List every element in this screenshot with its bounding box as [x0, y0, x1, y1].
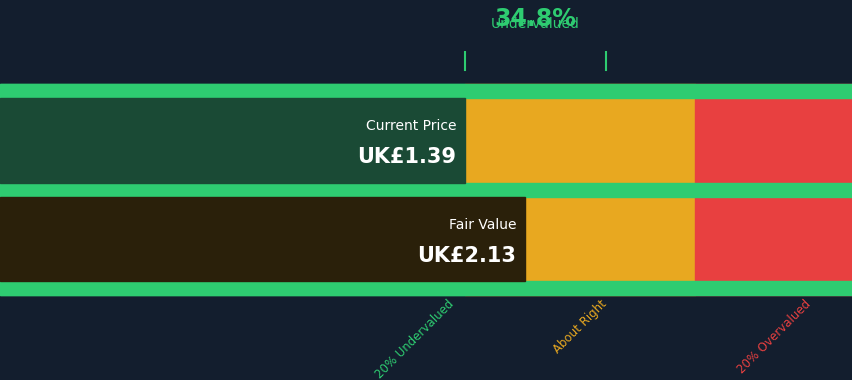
- Bar: [464, 84, 694, 295]
- Text: Undervalued: Undervalued: [490, 1, 579, 31]
- Bar: [0, 98, 464, 183]
- Text: Fair Value: Fair Value: [448, 218, 515, 232]
- Bar: [0, 281, 852, 295]
- Text: UK£2.13: UK£2.13: [417, 245, 515, 266]
- Text: About Right: About Right: [550, 298, 608, 356]
- Text: 34.8%: 34.8%: [494, 7, 575, 31]
- Text: 20% Overvalued: 20% Overvalued: [734, 298, 813, 376]
- Bar: [0, 84, 852, 98]
- Text: UK£1.39: UK£1.39: [357, 147, 456, 167]
- Bar: [0, 183, 852, 197]
- Bar: [694, 84, 852, 295]
- Text: 20% Undervalued: 20% Undervalued: [372, 298, 456, 380]
- Bar: [0, 197, 524, 281]
- Bar: [0, 84, 464, 295]
- Text: Current Price: Current Price: [366, 119, 456, 133]
